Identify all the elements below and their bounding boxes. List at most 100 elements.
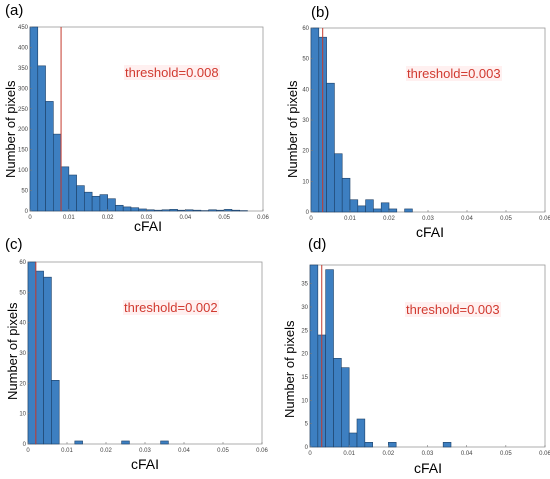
histogram-bar (153, 209, 163, 212)
y-tick-label: 50 (302, 57, 309, 63)
x-tick-label: 0.01 (343, 451, 355, 457)
histogram-bar (341, 177, 351, 213)
x-tick-label: 0.04 (461, 451, 473, 457)
x-axis-label: cFAI (133, 218, 162, 234)
y-tick-label: 60 (302, 26, 309, 32)
x-tick-label: 0.03 (422, 451, 434, 457)
y-tick-label: 300 (18, 86, 29, 92)
histogram-bar (309, 264, 319, 448)
y-tick-label: 35 (301, 282, 308, 288)
x-tick-label: 0.03 (141, 215, 153, 221)
histogram-bar (216, 209, 225, 212)
histogram-bar (130, 207, 140, 212)
x-tick-label: 0.02 (382, 451, 394, 457)
histogram-bar (223, 209, 233, 212)
histogram-bar (356, 418, 366, 448)
x-tick-label: 0.04 (178, 448, 190, 454)
x-tick-label: 0.04 (461, 216, 473, 222)
histogram-bar (99, 194, 108, 212)
histogram-bar (364, 442, 373, 448)
histogram-bar (76, 185, 85, 212)
histogram-bar (365, 199, 374, 213)
y-tick-label: 0 (23, 442, 27, 448)
histogram-bar (121, 440, 130, 445)
histogram-bar (160, 440, 169, 445)
panel-label: (b) (311, 4, 330, 21)
chart-panel-d: (d) 0 0.01 0.02 0.03 0.04 0.05 0.06 0 5 10 15 20 25 3… (275, 236, 550, 479)
histogram-plot: 0 0.01 0.02 0.03 0.04 0.05 0.06 0 5 10 15 20 25 30 35 (301, 264, 550, 457)
histogram-bar (192, 209, 202, 212)
histogram-bar (348, 432, 358, 448)
y-tick-label: 350 (18, 66, 29, 72)
histogram-bar (29, 26, 39, 212)
y-tick-label: 40 (19, 321, 26, 327)
y-tick-label: 0 (25, 209, 29, 215)
x-tick-label: 0.06 (539, 216, 550, 222)
histogram-bar (404, 208, 413, 213)
plot-area (27, 261, 263, 445)
panel-label: (d) (308, 236, 327, 253)
y-tick-label: 30 (302, 118, 309, 124)
histogram-bar (45, 101, 54, 212)
histogram-plot: 0 0.01 0.02 0.03 0.04 0.05 0.06 0 10 20 30 40 50 60 (302, 26, 550, 222)
y-tick-label: 20 (302, 149, 309, 155)
x-tick-label: 0.01 (344, 216, 356, 222)
histogram-bar (185, 209, 194, 212)
y-tick-label: 25 (301, 328, 308, 334)
histogram-bar (37, 65, 46, 212)
histogram-bar (52, 133, 62, 212)
histogram-bar (388, 442, 397, 448)
histogram-bar (177, 209, 186, 212)
x-tick-label: 0.01 (61, 448, 73, 454)
histogram-plot: 0 0.01 0.02 0.03 0.04 0.05 0.06 0 10 20 30 40 50 60 (19, 260, 268, 454)
x-tick-label: 0.06 (257, 215, 269, 221)
y-tick-label: 20 (301, 352, 308, 358)
y-tick-label: 15 (301, 375, 308, 381)
y-tick-label: 400 (18, 45, 29, 51)
histogram-bar (84, 191, 93, 212)
histogram-bar (341, 367, 350, 448)
panel-label: (a) (5, 2, 24, 19)
threshold-annotation: threshold=0.008 (124, 65, 220, 80)
histogram-bar (380, 202, 390, 213)
histogram-bar (74, 440, 83, 445)
y-tick-label: 50 (21, 189, 28, 195)
y-tick-label: 50 (19, 290, 26, 296)
y-tick-label: 150 (18, 148, 29, 154)
chart-panel-b: (b) Number of pixels 0 0.01 0.02 0.03 0.04 0.… (275, 0, 550, 240)
y-tick-label: 10 (302, 179, 309, 185)
y-tick-label: 30 (301, 305, 308, 311)
histogram-bar (442, 442, 452, 448)
histogram-bar (334, 153, 343, 213)
y-tick-label: 0 (306, 210, 310, 216)
y-tick-label: 450 (18, 25, 29, 31)
histogram-bar (373, 208, 382, 213)
histogram-bar (122, 206, 132, 212)
x-tick-label: 0.02 (100, 448, 112, 454)
histogram-bar (161, 209, 171, 212)
chart-panel-a: (a) 0 0.01 0.02 0.03 0.04 0.05 0.06 0 50 100 150 20… (0, 0, 275, 240)
histogram-plot: 0 0.01 0.02 0.03 0.04 0.05 0.06 0 50 100 150 200 250… (18, 25, 270, 221)
x-tick-label: 0.05 (500, 216, 512, 222)
x-tick-label: 0.05 (218, 215, 230, 221)
x-tick-label: 0.02 (383, 216, 395, 222)
histogram-bar (91, 195, 101, 212)
x-tick-label: 0.03 (422, 216, 434, 222)
threshold-annotation: threshold=0.003 (405, 302, 501, 317)
x-tick-label: 0 (308, 451, 312, 457)
y-axis-label: Number of pixels (3, 80, 18, 178)
y-tick-label: 60 (19, 260, 26, 266)
histogram-bar (51, 380, 60, 445)
y-tick-label: 0 (305, 445, 309, 451)
histogram-bar (107, 198, 116, 212)
chart-panel-c: (c) 0 0.01 0.02 0.03 0.04 0.05 0.06 0 10 20 30 40 50… (0, 236, 275, 479)
x-tick-label: 0.06 (256, 448, 268, 454)
x-tick-label: 0.06 (539, 451, 550, 457)
y-tick-label: 40 (302, 87, 309, 93)
histogram-bar (35, 270, 44, 445)
panel-label: (c) (5, 236, 23, 253)
histogram-bar (169, 209, 178, 212)
x-tick-label: 0.01 (63, 215, 75, 221)
histogram-bar (146, 209, 155, 212)
y-tick-label: 250 (18, 107, 29, 113)
